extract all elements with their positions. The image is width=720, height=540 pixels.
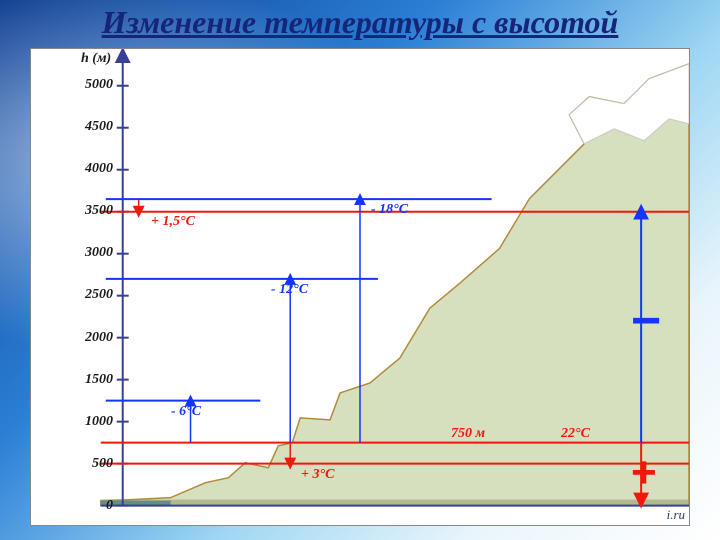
axis-label: h (м): [81, 51, 111, 67]
temperature-label: 750 м: [451, 426, 485, 442]
axis-tick: 2500: [31, 287, 113, 303]
corner-watermark: i.ru: [667, 507, 685, 523]
axis-tick: 1500: [31, 372, 113, 388]
temperature-label: - 18°C: [371, 202, 408, 218]
axis-tick: 4500: [31, 119, 113, 135]
page-title: Изменение температуры с высотой: [0, 4, 720, 41]
chart-svg: [31, 49, 689, 526]
chart-container: 0 500 1000 1500 2000 2500 3000 3500 4000 4500 5000…: [30, 48, 690, 526]
temperature-label: - 12°C: [271, 282, 308, 298]
axis-tick: 1000: [31, 414, 113, 430]
temperature-label: + 3°C: [301, 467, 334, 483]
temperature-label: - 6°C: [171, 404, 201, 420]
axis-tick: 4000: [31, 161, 113, 177]
temperature-label: 22°C: [561, 426, 590, 442]
axis-tick: 2000: [31, 330, 113, 346]
temperature-label: + 1,5°C: [151, 214, 195, 230]
background-frame: Изменение температуры с высотой 0 500 1000…: [0, 0, 720, 540]
plus-sign: +: [631, 448, 657, 498]
axis-tick: 3000: [31, 245, 113, 261]
axis-tick: 3500: [31, 203, 113, 219]
axis-tick: 0: [31, 498, 113, 514]
minus-sign: −: [631, 291, 661, 351]
axis-tick: 5000: [31, 77, 113, 93]
axis-tick: 500: [31, 456, 113, 472]
